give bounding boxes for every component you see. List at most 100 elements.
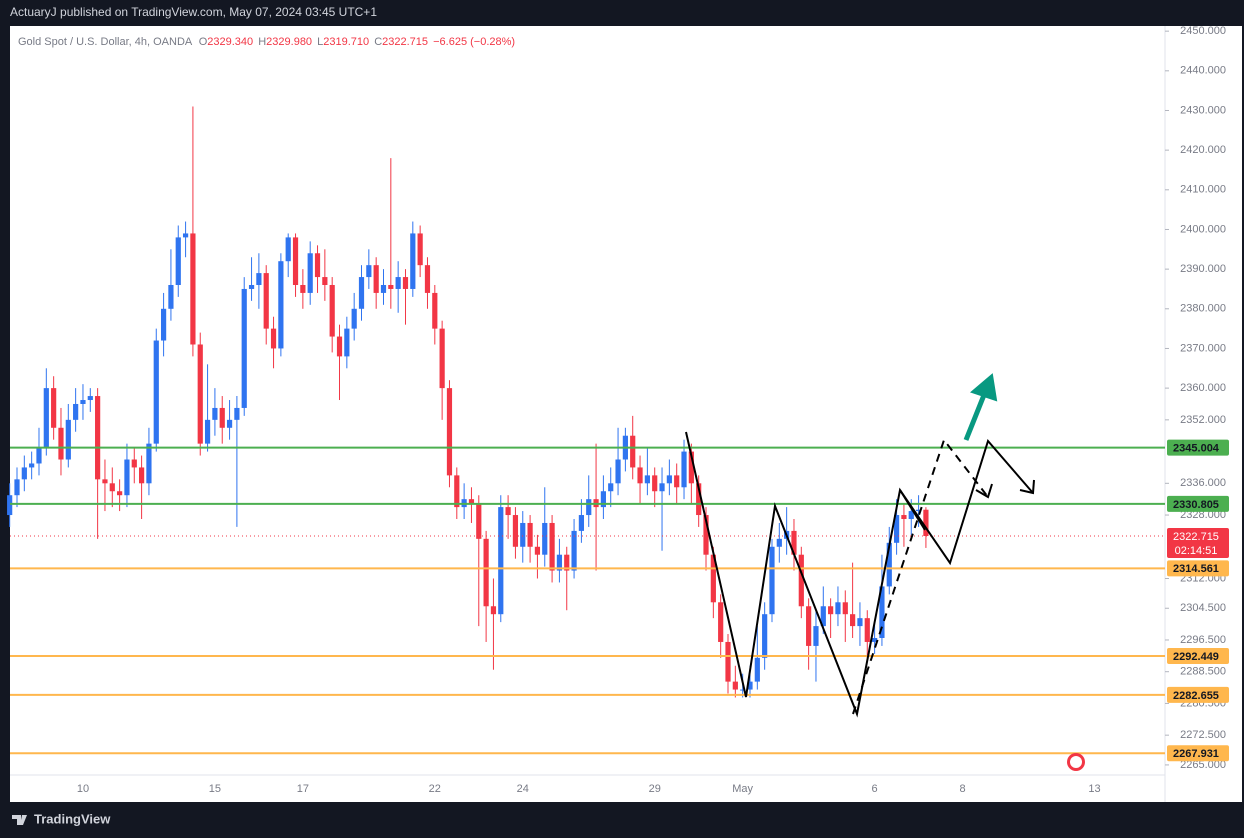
y-tick-label: 2400.000 [1180,223,1226,235]
candle-body [307,253,313,293]
legend-key: L [317,36,323,48]
candle-body [380,284,387,293]
candle-body [586,499,592,516]
candle-body [776,538,782,547]
candle-body [95,396,101,480]
candle-body [644,475,650,484]
level-tag [1167,439,1229,456]
candle-body [117,491,123,496]
candle-body [292,237,299,285]
candle-body [7,495,13,516]
candle-body [109,483,115,492]
candle-body [857,618,863,627]
candle-body [608,483,614,492]
level-tag-label: 2330.805 [1173,499,1219,511]
candle-body [65,419,71,460]
y-tick-label: 2440.000 [1180,65,1226,77]
candle-body [879,586,885,638]
x-tick-label: 24 [517,783,529,795]
candle-body [762,614,768,658]
candle-body [901,515,907,520]
candle-body [190,233,196,345]
candle-body [571,530,577,571]
candle-body [102,479,108,484]
candle-body [58,427,64,460]
candle-body [908,511,914,520]
candle-body [263,273,269,329]
candle-body [43,388,49,448]
y-tick-label: 2328.000 [1180,509,1226,521]
candle-body [424,265,431,293]
candle-body [893,515,900,543]
candle-body [740,689,746,691]
candle-body [322,277,328,285]
candle-body [314,253,321,278]
candle-body [212,407,218,420]
candle-body [791,530,797,555]
candle-body [718,602,724,642]
candle-body [476,503,482,539]
candle-body [256,273,262,285]
candle-body [131,459,137,468]
candle-body [175,237,181,285]
drawings [685,373,1035,718]
chart-area [10,26,1242,802]
level-tag-label: 2292.449 [1173,651,1219,663]
candle-body [153,340,159,444]
candle-body [498,507,504,615]
candle-body [29,463,35,468]
candle-body [520,522,526,547]
y-tick-label: 2272.500 [1180,729,1226,741]
candle-body [446,388,453,476]
x-tick-label: 10 [77,783,89,795]
x-tick-label: 13 [1088,783,1100,795]
candle-body [14,479,20,496]
candle-body [51,388,57,428]
candle-body [527,522,533,547]
candle-body [270,328,277,349]
candle-body [659,483,665,492]
candle-body [146,443,152,484]
legend: Gold Spot / U.S. Dollar, 4h, OANDA O2329… [18,36,515,48]
legend-key: C [374,36,382,48]
candle-body [732,681,738,690]
event-flag [1070,756,1082,768]
candle-body [124,459,130,496]
x-tick-label: 17 [297,783,309,795]
candle-body [637,467,643,484]
candle-body [872,637,878,642]
candle-body [358,277,365,309]
y-tick-label: 2336.000 [1180,477,1226,489]
legend-value: 2322.715 [382,36,428,48]
candle-body [688,451,694,484]
y-tick-label: 2390.000 [1180,263,1226,275]
candle-body [36,447,42,464]
candle-body [674,475,680,488]
dashed-projection [852,437,989,715]
candle-body [864,618,870,642]
candle-body [388,284,394,289]
bull-arrow-head [970,373,998,402]
candle-body [886,542,892,587]
candle-body [87,396,93,401]
candle-body [915,509,922,512]
candle-body [703,515,709,555]
level-tag [1167,495,1229,512]
published-header: ActuaryJ published on TradingView.com, M… [10,5,377,19]
brand: TradingView [34,811,111,826]
candle-body [666,475,672,484]
legend-change: −6.625 (−0.28%) [433,36,515,48]
y-tick-label: 2370.000 [1180,342,1226,354]
candle-body [710,554,716,603]
x-tick-label: 22 [429,783,441,795]
y-tick-label: 2450.000 [1180,25,1226,37]
candle-body [285,237,291,262]
candle-body [432,292,438,329]
candle-body [483,538,489,607]
candle-body [681,451,687,488]
level-tag [1167,745,1229,762]
candle-body [512,515,519,547]
candle-body [395,277,401,289]
last-price-label: 2322.715 [1173,531,1219,543]
